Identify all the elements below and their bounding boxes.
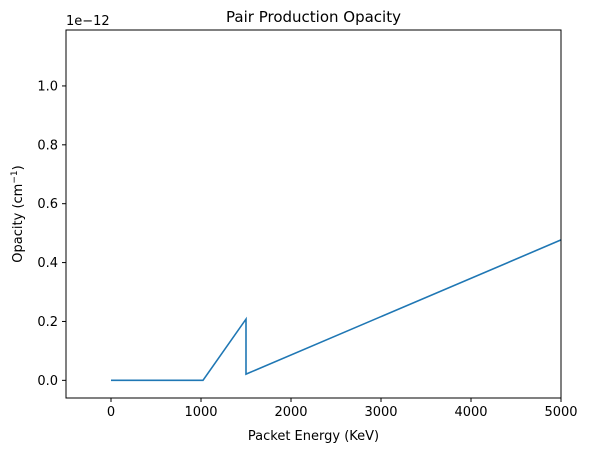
x-tick-label: 4000 <box>454 405 487 420</box>
y-axis-label-superscript: −1 <box>10 170 20 183</box>
x-tick-label: 3000 <box>364 405 397 420</box>
x-axis-ticks: 0 1000 2000 3000 4000 5000 <box>107 398 578 420</box>
x-axis-label: Packet Energy (KeV) <box>248 429 379 444</box>
y-axis-label-main: Opacity (cm <box>11 184 26 263</box>
y-axis-offset-label: 1e−12 <box>66 14 110 29</box>
x-tick-label: 1000 <box>184 405 217 420</box>
axes-frame <box>65 29 562 399</box>
y-tick-label: 0.0 <box>37 374 58 389</box>
plot-area <box>66 30 561 398</box>
y-axis-label: Opacity (cm−1) <box>10 165 26 262</box>
x-tick-label: 5000 <box>544 405 577 420</box>
y-tick-label: 0.8 <box>37 138 58 153</box>
y-tick-label: 0.6 <box>37 197 58 212</box>
y-tick-label: 1.0 <box>37 79 58 94</box>
y-tick-label: 0.4 <box>37 256 58 271</box>
chart-title: Pair Production Opacity <box>226 8 401 26</box>
x-tick-label: 2000 <box>274 405 307 420</box>
y-tick-label: 0.2 <box>37 315 58 330</box>
series-layer <box>111 239 562 382</box>
series-line-0 <box>111 239 562 382</box>
y-axis-label-close: ) <box>11 165 26 170</box>
x-tick-label: 0 <box>107 405 115 420</box>
y-axis-ticks: 0.0 0.2 0.4 0.6 0.8 1.0 <box>37 79 66 389</box>
